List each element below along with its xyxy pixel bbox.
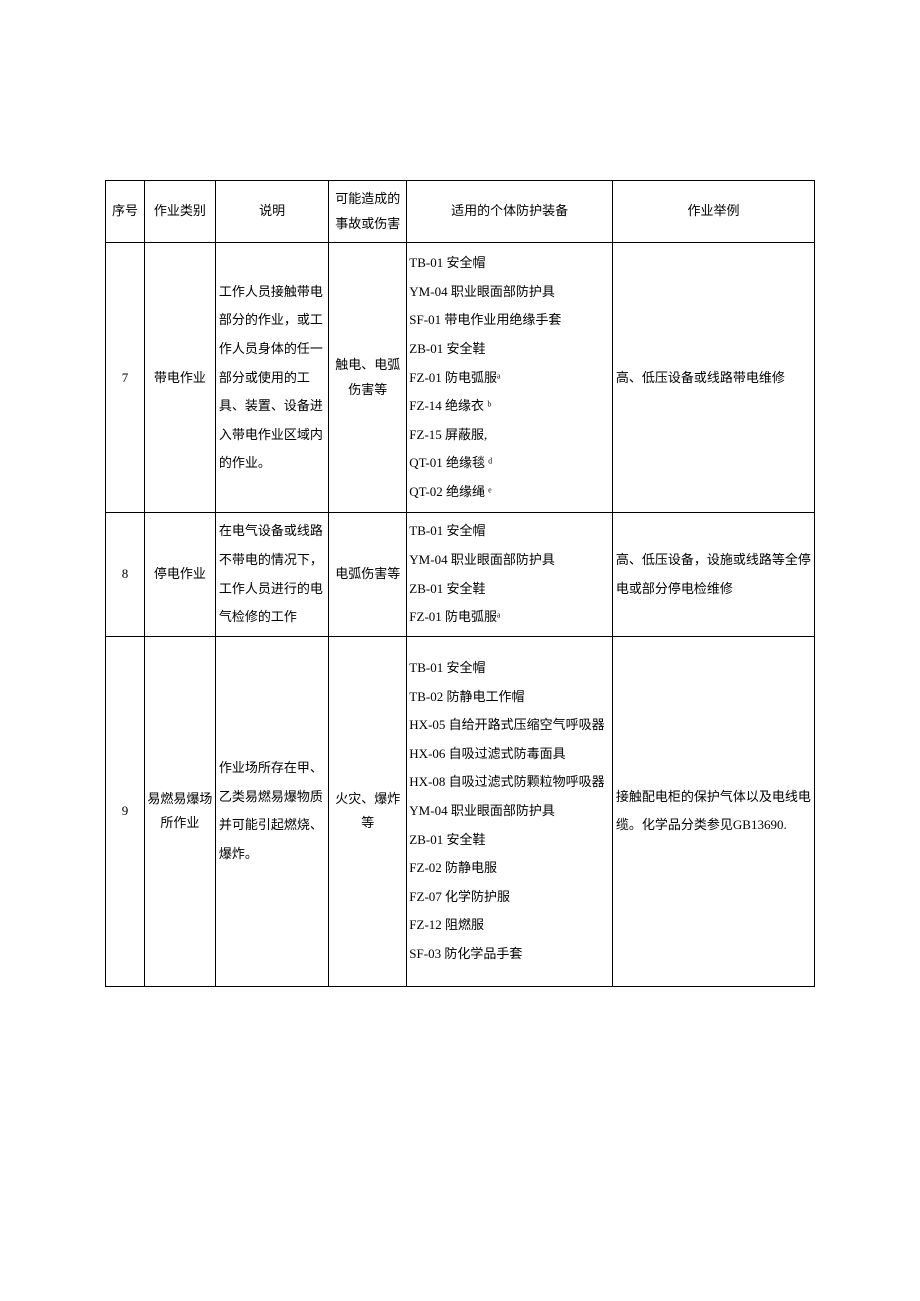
table-row: 8 停电作业 在电气设备或线路不带电的情况下，工作人员进行的电气检修的工作 电弧…: [106, 513, 815, 636]
ppe-item: YM-04 职业眼面部防护具: [409, 797, 610, 826]
ppe-item: TB-01 安全帽: [409, 517, 610, 546]
cell-description: 作业场所存在甲、乙类易燃易爆物质并可能引起燃烧、爆炸。: [215, 636, 328, 986]
cell-category: 带电作业: [144, 243, 215, 513]
ppe-item: FZ-01 防电弧服ᵃ: [409, 603, 610, 632]
ppe-item: YM-04 职业眼面部防护具: [409, 278, 610, 307]
ppe-item: FZ-14 绝缘衣 ᵇ: [409, 392, 610, 421]
header-ppe: 适用的个体防护装备: [407, 181, 613, 243]
cell-seq: 8: [106, 513, 145, 636]
ppe-item: ZB-01 安全鞋: [409, 575, 610, 604]
cell-description: 在电气设备或线路不带电的情况下，工作人员进行的电气检修的工作: [215, 513, 328, 636]
header-category: 作业类别: [144, 181, 215, 243]
ppe-item: HX-05 自给开路式压缩空气呼吸器: [409, 711, 610, 740]
table-row: 7 带电作业 工作人员接触带电部分的作业，或工作人员身体的任一部分或使用的工具、…: [106, 243, 815, 513]
cell-category: 停电作业: [144, 513, 215, 636]
header-seq: 序号: [106, 181, 145, 243]
ppe-item: ZB-01 安全鞋: [409, 826, 610, 855]
ppe-item: SF-01 带电作业用绝缘手套: [409, 306, 610, 335]
cell-example: 高、低压设备或线路带电维修: [612, 243, 814, 513]
ppe-list: TB-01 安全帽 YM-04 职业眼面部防护具 SF-01 带电作业用绝缘手套…: [409, 249, 610, 506]
cell-category: 易燃易爆场所作业: [144, 636, 215, 986]
ppe-item: HX-06 自吸过滤式防毒面具: [409, 740, 610, 769]
ppe-item: FZ-01 防电弧服ᵃ: [409, 364, 610, 393]
cell-seq: 9: [106, 636, 145, 986]
ppe-item: HX-08 自吸过滤式防颗粒物呼吸器: [409, 768, 610, 797]
cell-harm: 触电、电弧伤害等: [329, 243, 407, 513]
header-harm: 可能造成的事故或伤害: [329, 181, 407, 243]
cell-harm: 电弧伤害等: [329, 513, 407, 636]
ppe-item: YM-04 职业眼面部防护具: [409, 546, 610, 575]
header-example: 作业举例: [612, 181, 814, 243]
cell-ppe: TB-01 安全帽 YM-04 职业眼面部防护具 ZB-01 安全鞋 FZ-01…: [407, 513, 613, 636]
ppe-item: SF-03 防化学品手套: [409, 940, 610, 969]
ppe-item: TB-02 防静电工作帽: [409, 683, 610, 712]
cell-seq: 7: [106, 243, 145, 513]
cell-example: 接触配电柜的保护气体以及电线电缆。化学品分类参见GB13690.: [612, 636, 814, 986]
cell-ppe: TB-01 安全帽 TB-02 防静电工作帽 HX-05 自给开路式压缩空气呼吸…: [407, 636, 613, 986]
header-description: 说明: [215, 181, 328, 243]
ppe-table: 序号 作业类别 说明 可能造成的事故或伤害 适用的个体防护装备 作业举例 7 带…: [105, 180, 815, 987]
cell-harm: 火灾、爆炸等: [329, 636, 407, 986]
ppe-item: ZB-01 安全鞋: [409, 335, 610, 364]
cell-example: 高、低压设备，设施或线路等全停电或部分停电检维修: [612, 513, 814, 636]
cell-ppe: TB-01 安全帽 YM-04 职业眼面部防护具 SF-01 带电作业用绝缘手套…: [407, 243, 613, 513]
ppe-list: TB-01 安全帽 YM-04 职业眼面部防护具 ZB-01 安全鞋 FZ-01…: [409, 517, 610, 631]
ppe-item: TB-01 安全帽: [409, 654, 610, 683]
ppe-list: TB-01 安全帽 TB-02 防静电工作帽 HX-05 自给开路式压缩空气呼吸…: [409, 654, 610, 969]
ppe-item: FZ-15 屏蔽服,: [409, 421, 610, 450]
table-header-row: 序号 作业类别 说明 可能造成的事故或伤害 适用的个体防护装备 作业举例: [106, 181, 815, 243]
ppe-item: FZ-12 阻燃服: [409, 911, 610, 940]
ppe-item: FZ-07 化学防护服: [409, 883, 610, 912]
cell-description: 工作人员接触带电部分的作业，或工作人员身体的任一部分或使用的工具、装置、设备进入…: [215, 243, 328, 513]
ppe-item: FZ-02 防静电服: [409, 854, 610, 883]
table-row: 9 易燃易爆场所作业 作业场所存在甲、乙类易燃易爆物质并可能引起燃烧、爆炸。 火…: [106, 636, 815, 986]
ppe-item: QT-02 绝缘绳 ᵉ: [409, 478, 610, 507]
ppe-item: QT-01 绝缘毯 ᵈ: [409, 449, 610, 478]
ppe-item: TB-01 安全帽: [409, 249, 610, 278]
